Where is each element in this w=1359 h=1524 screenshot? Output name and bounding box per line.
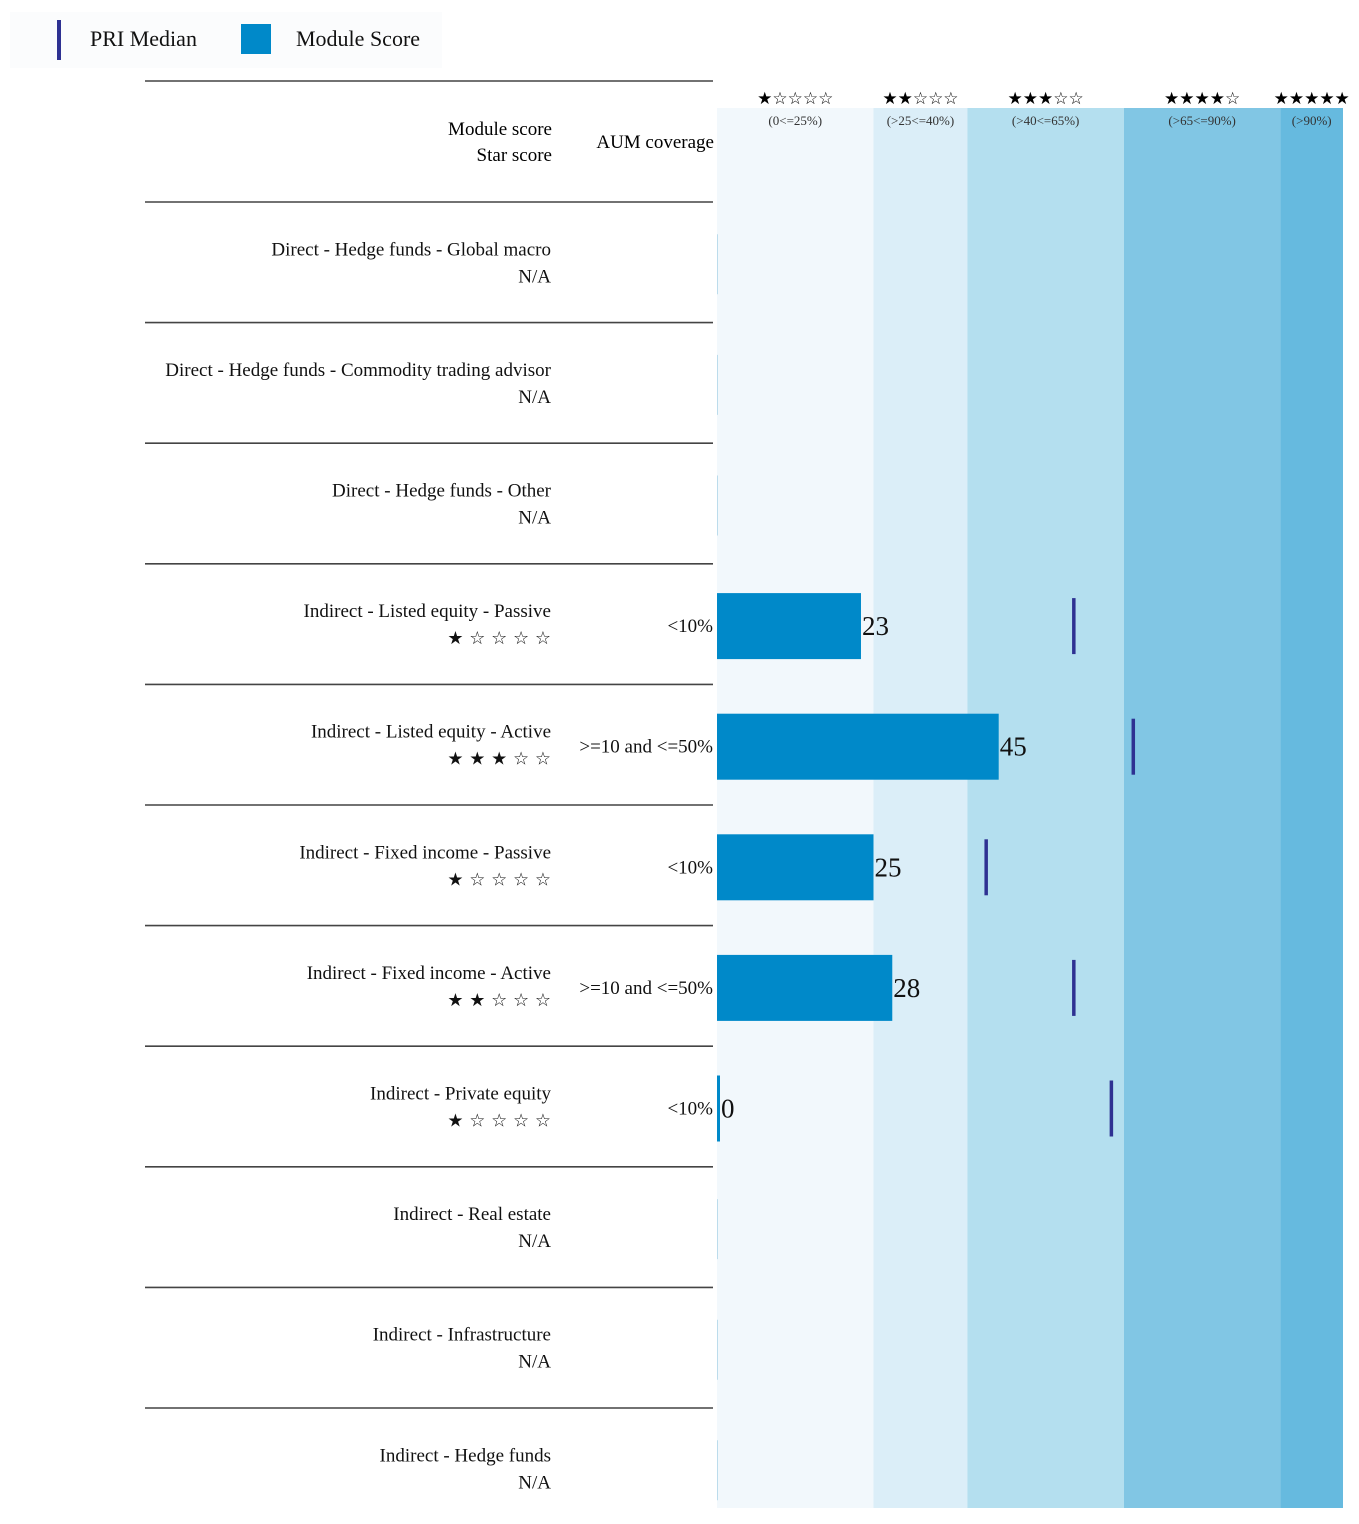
module-score-label: 23	[862, 611, 889, 641]
star-bands: ★☆☆☆☆ (0<=25%) ★★☆☆☆ (>25<=40%) ★★★☆☆ (>40<=6…	[717, 89, 1350, 1508]
module-score-label: 0	[721, 1094, 735, 1124]
category-row: Indirect - Listed equity - Active ★ ★ ★ ☆…	[311, 716, 718, 777]
module-score-label: 45	[1000, 732, 1027, 762]
category-label: Indirect - Private equity	[370, 1084, 551, 1105]
star-score: ★ ☆ ☆ ☆ ☆	[447, 869, 551, 890]
band-range-3: (>40<=65%)	[1012, 113, 1079, 128]
band-range-5: (>90%)	[1292, 113, 1332, 128]
module-score-bar	[717, 1075, 720, 1142]
star-score: ★ ★ ★ ☆ ☆	[447, 749, 551, 770]
module-score-bar	[717, 834, 874, 901]
category-row: Indirect - Real estate N/A	[393, 1199, 718, 1260]
category-row: Indirect - Listed equity - Passive ★ ☆ ☆ …	[304, 596, 718, 657]
band-stars-3: ★★★☆☆	[1008, 89, 1084, 109]
row-dividers	[145, 80, 713, 1409]
star-band-5	[1280, 108, 1343, 1508]
star-band-2	[873, 108, 968, 1508]
legend-module-swatch	[241, 24, 271, 54]
category-label: Direct - Hedge funds - Commodity trading…	[165, 360, 551, 381]
category-label: Indirect - Infrastructure	[373, 1325, 551, 1346]
aum-coverage: >=10 and <=50%	[579, 737, 713, 758]
band-stars-2: ★★☆☆☆	[882, 89, 958, 109]
module-score-label: 25	[875, 852, 902, 882]
category-row: Indirect - Fixed income - Passive ★ ☆ ☆ ☆…	[299, 837, 718, 898]
module-score-bar	[717, 954, 893, 1021]
module-score-bar	[717, 713, 999, 780]
aum-coverage: <10%	[667, 857, 713, 878]
legend-median-label: PRI Median	[90, 26, 197, 51]
header-aum-coverage: AUM coverage	[596, 132, 714, 153]
category-label: Direct - Hedge funds - Global macro	[271, 239, 551, 260]
star-score: N/A	[518, 266, 551, 287]
header-module-score: Module score	[448, 119, 552, 140]
category-row: Direct - Hedge funds - Other N/A	[332, 475, 718, 536]
legend-module-label: Module Score	[296, 26, 421, 51]
category-row: Indirect - Fixed income - Active ★ ★ ☆ ☆ …	[307, 957, 718, 1018]
band-stars-4: ★★★★☆	[1164, 89, 1240, 109]
band-range-4: (>65<=90%)	[1168, 113, 1235, 128]
band-stars-1: ★☆☆☆☆	[757, 89, 833, 109]
category-row: Indirect - Private equity ★ ☆ ☆ ☆ ☆ <10%	[370, 1078, 718, 1139]
aum-coverage: <10%	[667, 1099, 713, 1120]
band-stars-5: ★★★★★	[1274, 89, 1350, 109]
star-score: ★ ★ ☆ ☆ ☆	[447, 990, 551, 1011]
star-score: N/A	[518, 508, 551, 529]
module-score-bar	[717, 593, 861, 660]
category-label: Indirect - Fixed income - Active	[307, 963, 551, 984]
star-score: ★ ☆ ☆ ☆ ☆	[447, 628, 551, 649]
star-band-3	[967, 108, 1124, 1508]
module-score-label: 28	[893, 973, 920, 1003]
category-row: Indirect - Infrastructure N/A	[373, 1319, 718, 1380]
category-rows: Direct - Hedge funds - Global macroN/ADi…	[165, 234, 718, 1501]
score-marks: 23 45 25 28 0	[717, 593, 1136, 1142]
star-score: N/A	[518, 387, 551, 408]
category-label: Indirect - Hedge funds	[380, 1445, 551, 1466]
category-row: Indirect - Hedge funds N/A	[380, 1440, 718, 1501]
category-row: Direct - Hedge funds - Global macro N/A	[271, 234, 718, 295]
category-label: Indirect - Real estate	[393, 1204, 551, 1225]
legend: PRI Median Module Score	[10, 12, 442, 68]
category-row: Direct - Hedge funds - Commodity trading…	[165, 354, 718, 415]
category-label: Indirect - Listed equity - Active	[311, 722, 551, 743]
category-label: Direct - Hedge funds - Other	[332, 481, 552, 502]
star-score: N/A	[518, 1231, 551, 1252]
star-band-1	[717, 108, 874, 1508]
star-score: ★ ☆ ☆ ☆ ☆	[447, 1111, 551, 1132]
category-label: Indirect - Listed equity - Passive	[304, 601, 551, 622]
star-score: N/A	[518, 1472, 551, 1493]
star-band-4	[1123, 108, 1281, 1508]
chart-header: Module score Star score AUM coverage	[448, 119, 714, 166]
aum-coverage: <10%	[667, 616, 713, 637]
band-range-1: (0<=25%)	[768, 113, 822, 128]
category-label: Indirect - Fixed income - Passive	[299, 842, 551, 863]
star-score: N/A	[518, 1352, 551, 1373]
header-star-score: Star score	[477, 145, 552, 166]
aum-coverage: >=10 and <=50%	[579, 978, 713, 999]
band-range-2: (>25<=40%)	[887, 113, 954, 128]
legend-median-swatch	[57, 20, 61, 60]
